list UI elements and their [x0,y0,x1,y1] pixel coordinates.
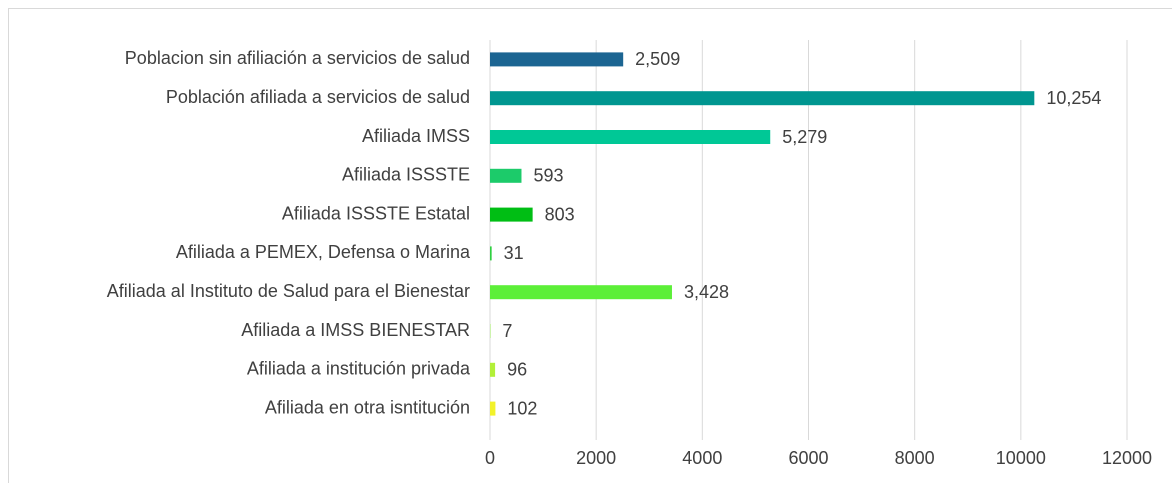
data-label: 5,279 [782,127,827,147]
y-tick-label: Afiliada a IMSS BIENESTAR [241,320,470,340]
bar [490,208,533,222]
bar [490,130,770,144]
y-tick-label: Afiliada a PEMEX, Defensa o Marina [176,242,471,262]
y-tick-label: Afiliada ISSSTE [342,165,470,185]
x-tick-label: 8000 [895,448,935,468]
y-tick-label: Afiliada IMSS [362,126,470,146]
y-tick-label: Población afiliada a servicios de salud [166,87,470,107]
x-tick-label: 6000 [788,448,828,468]
bar [490,246,492,260]
data-label: 7 [502,321,512,341]
data-label: 593 [533,166,563,186]
x-tick-label: 12000 [1102,448,1152,468]
x-tick-label: 0 [485,448,495,468]
data-label: 96 [507,360,527,380]
data-label: 803 [545,204,575,224]
y-tick-label: Afiliada en otra isntitución [265,397,470,417]
bar [490,363,495,377]
bar [490,285,672,299]
data-label: 2,509 [635,49,680,69]
bar [490,169,521,183]
x-tick-label: 4000 [682,448,722,468]
x-tick-label: 2000 [576,448,616,468]
data-label: 3,428 [684,282,729,302]
bar [490,91,1034,105]
data-label: 31 [504,243,524,263]
bar [490,52,623,66]
data-label: 10,254 [1046,88,1101,108]
y-tick-label: Afiliada a institución privada [247,359,471,379]
bar [490,402,495,416]
y-tick-label: Afiliada al Instituto de Salud para el B… [107,281,470,301]
y-tick-label: Poblacion sin afiliación a servicios de … [125,48,470,68]
y-tick-label: Afiliada ISSSTE Estatal [282,203,470,223]
x-tick-label: 10000 [996,448,1046,468]
data-label: 102 [507,398,537,418]
